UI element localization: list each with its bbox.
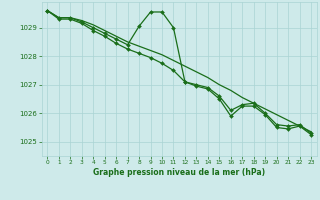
X-axis label: Graphe pression niveau de la mer (hPa): Graphe pression niveau de la mer (hPa)	[93, 168, 265, 177]
